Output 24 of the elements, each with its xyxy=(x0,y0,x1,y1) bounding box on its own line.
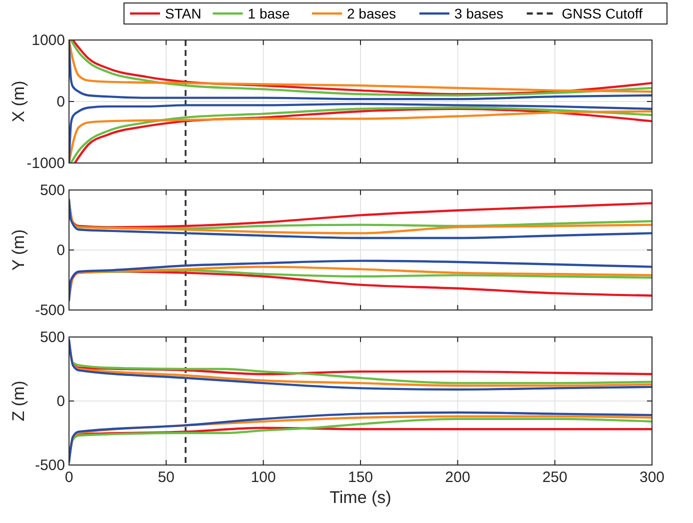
x-tick-label: 150 xyxy=(348,469,374,486)
legend-label: 1 base xyxy=(248,6,290,22)
y-axis-title: Z (m) xyxy=(9,380,28,422)
y-tick-label: 500 xyxy=(40,329,65,346)
y-axis-title: Y (m) xyxy=(9,229,28,271)
y-tick-label: 0 xyxy=(56,393,65,410)
y-tick-label: 0 xyxy=(56,242,65,259)
x-tick-label: 100 xyxy=(250,469,276,486)
legend-label: GNSS Cutoff xyxy=(562,6,643,22)
y-axis-title: X (m) xyxy=(9,80,28,122)
x-tick-label: 250 xyxy=(542,469,568,486)
x-tick-label: 50 xyxy=(158,469,175,486)
x-tick-label: 200 xyxy=(445,469,470,486)
y-tick-label: 1000 xyxy=(32,32,65,49)
y-tick-label: 500 xyxy=(40,182,65,199)
legend-label: STAN xyxy=(165,6,202,22)
x-axis-title: Time (s) xyxy=(330,488,392,507)
y-tick-label: -1000 xyxy=(26,155,65,172)
legend-label: 2 bases xyxy=(347,6,396,22)
y-tick-label: 0 xyxy=(56,94,65,110)
y-tick-label: -500 xyxy=(34,457,65,474)
legend-label: 3 bases xyxy=(454,6,504,22)
x-tick-label: 300 xyxy=(639,469,665,486)
y-tick-label: -500 xyxy=(34,302,65,319)
